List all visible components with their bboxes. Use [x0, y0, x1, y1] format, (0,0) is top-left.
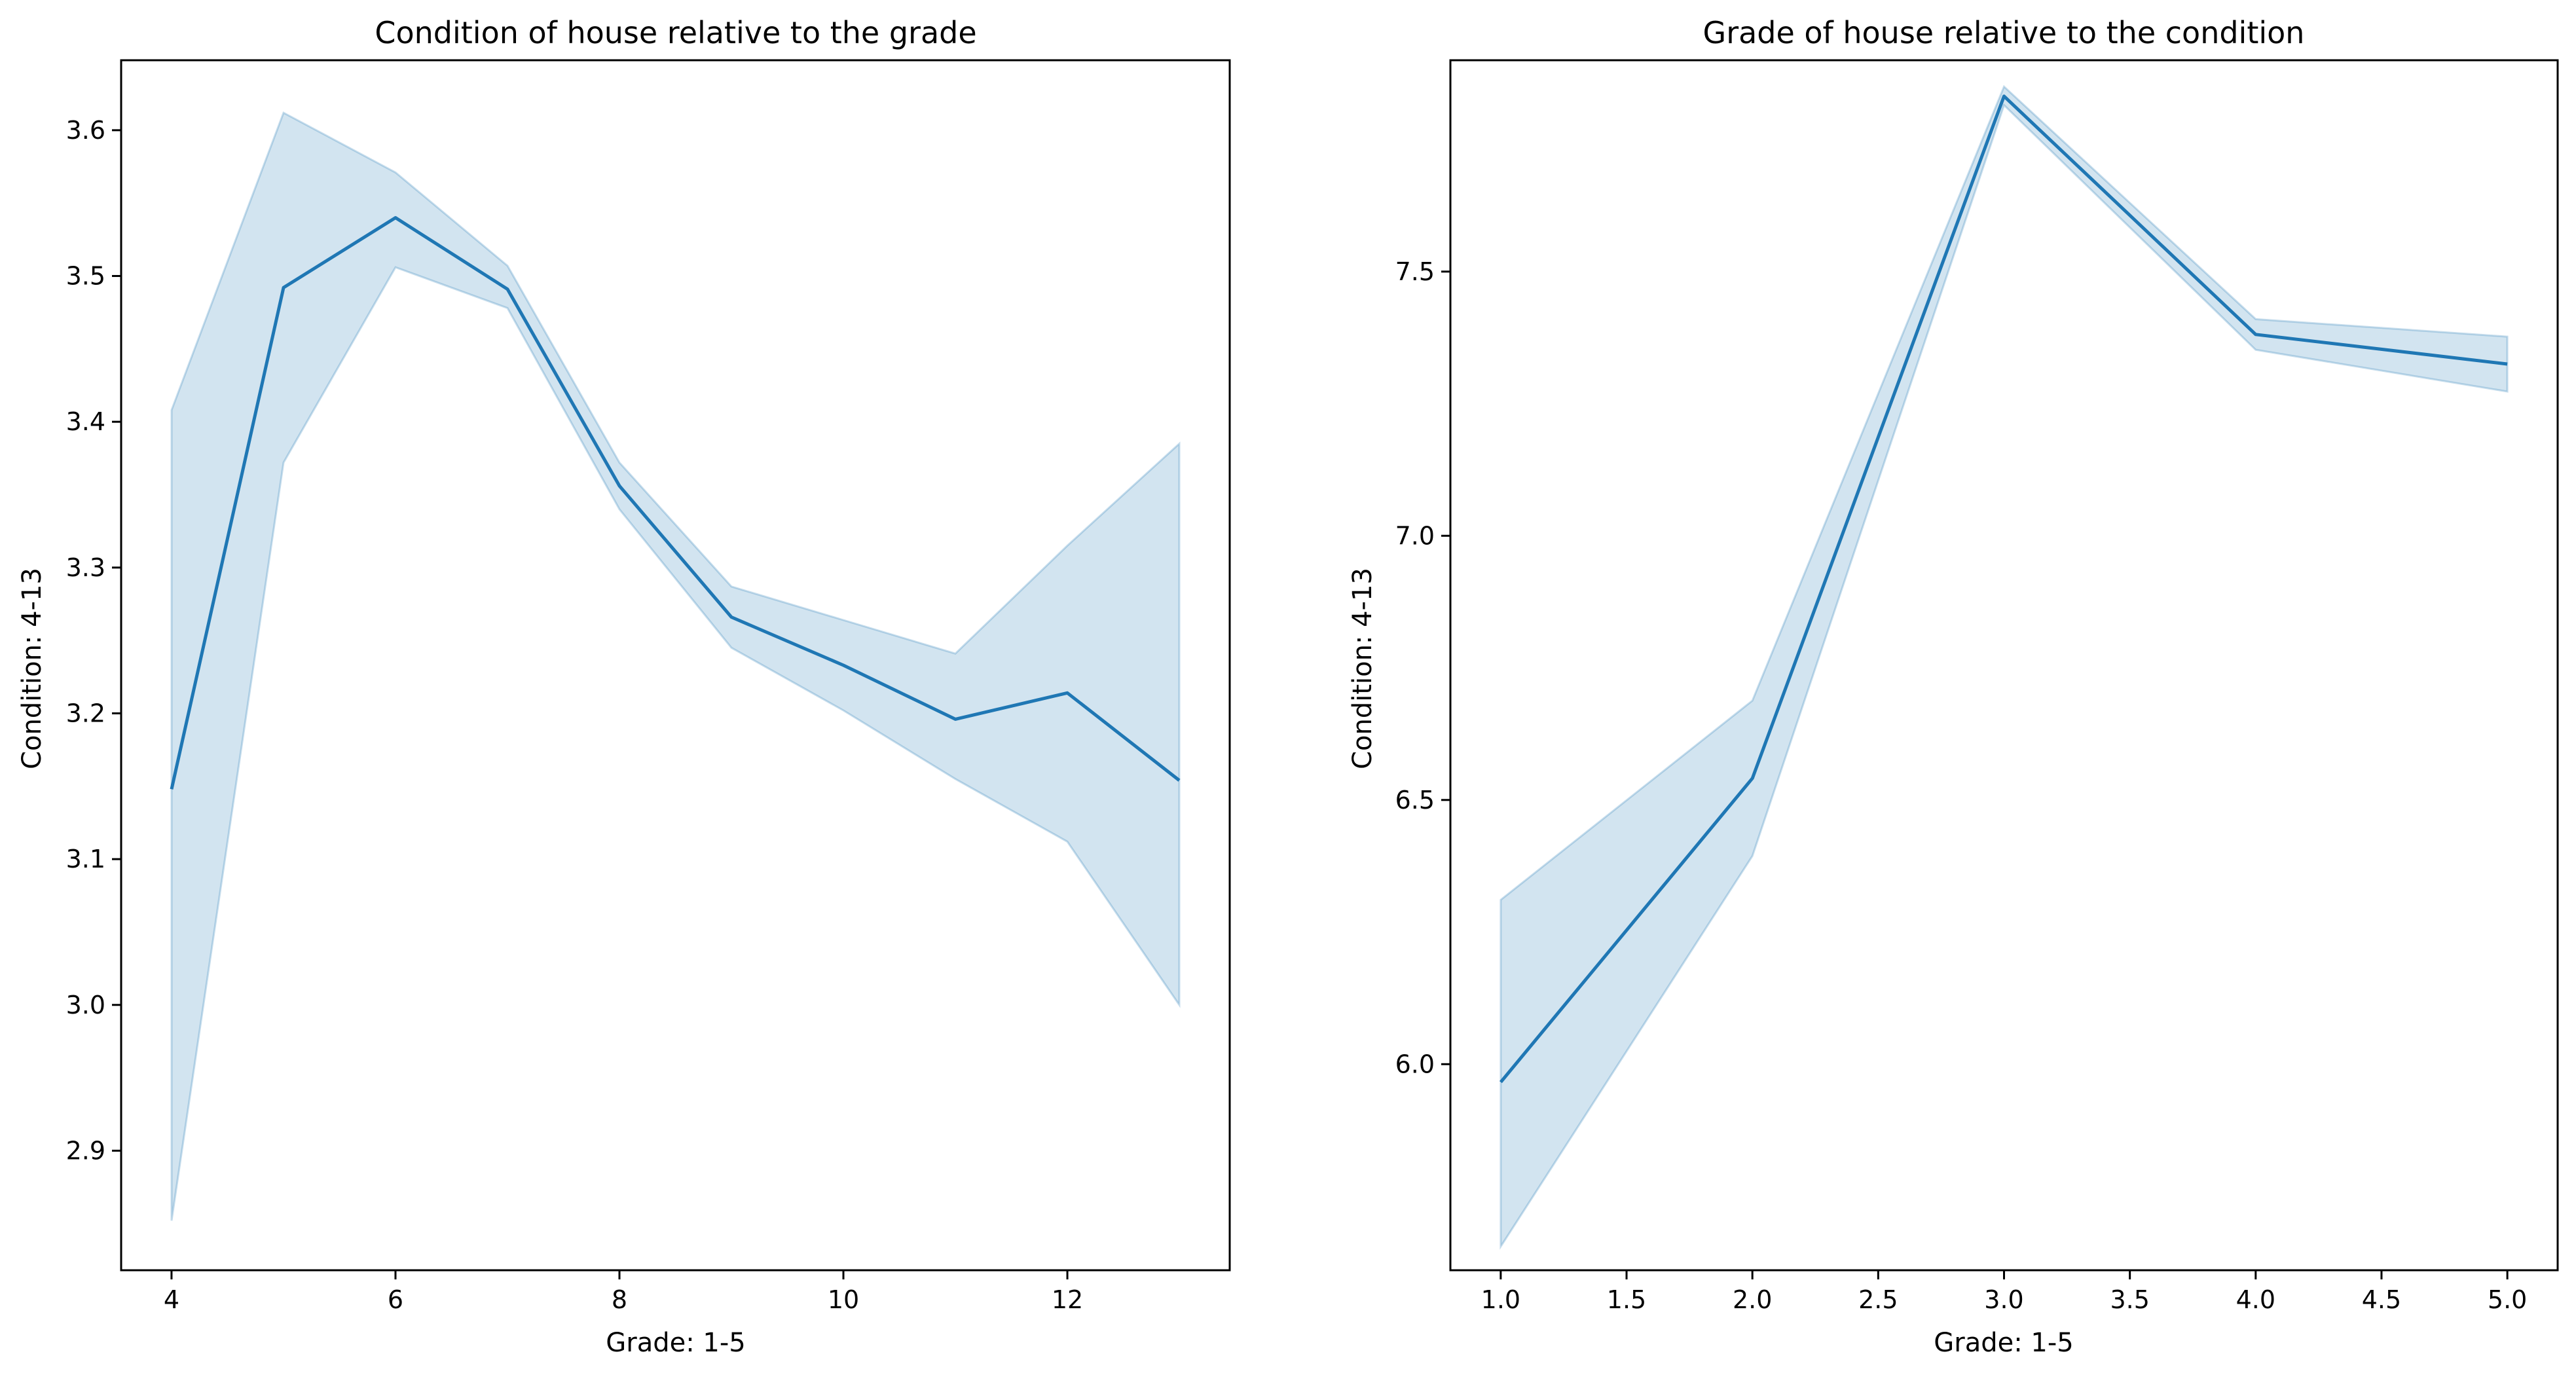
left-chart-y-tick-label: 2.9: [66, 1136, 105, 1165]
left-chart-data-point: [506, 287, 509, 291]
right-chart-data-point: [2254, 333, 2258, 337]
left-chart-x-tick-label: 10: [828, 1285, 859, 1314]
left-chart-data-point: [394, 216, 397, 220]
left-chart-data-point: [729, 615, 733, 619]
left-chart-y-tick-label: 3.2: [66, 699, 105, 727]
left-chart-data-point: [1177, 779, 1181, 782]
right-chart-x-tick-label: 2.5: [1858, 1285, 1898, 1314]
right-chart-data-point: [2505, 362, 2509, 366]
right-chart-data-point: [2002, 94, 2006, 98]
left-chart-data-point: [1065, 691, 1069, 695]
right-chart-y-tick-label: 6.5: [1395, 786, 1435, 815]
left-chart-x-axis-label: Grade: 1-5: [606, 1328, 745, 1358]
right-chart-x-tick-label: 3.5: [2110, 1285, 2149, 1314]
left-chart-y-axis-label: Condition: 4-13: [17, 568, 47, 769]
left-chart-series-line: [170, 216, 1181, 790]
right-chart-x-tick-label: 4.0: [2236, 1285, 2275, 1314]
right-chart-data-point: [1750, 777, 1754, 780]
left-chart-x-tick-label: 8: [612, 1285, 627, 1314]
left-chart-y-tick-label: 3.0: [66, 991, 105, 1019]
right-chart-x-tick-label: 2.0: [1733, 1285, 1772, 1314]
left-chart-data-point: [841, 663, 845, 667]
left-chart-y-tick-label: 3.3: [66, 553, 105, 582]
right-chart-x-axis-label: Grade: 1-5: [1934, 1328, 2073, 1358]
right-chart-x-tick-label: 4.5: [2362, 1285, 2401, 1314]
right-chart-y-tick-label: 7.5: [1395, 257, 1435, 286]
right-chart-y-axis-label: Condition: 4-13: [1348, 568, 1378, 769]
left-chart-axes-frame: [120, 59, 1231, 1272]
right-chart-title: Grade of house relative to the condition: [1703, 15, 2305, 50]
left-chart-data-point: [953, 717, 957, 721]
left-chart-title: Condition of house relative to the grade: [375, 15, 976, 50]
right-chart-plot-area: 1.0 1.5 2.0 2.5 3.0 3.5 4.0 4.5 5.0 6.0 6.5 7.0 7.5: [1395, 59, 2559, 1314]
right-chart-y-tick-label: 6.0: [1395, 1050, 1435, 1078]
left-chart-x-tick-label: 6: [388, 1285, 403, 1314]
left-chart-panel: Condition of house relative to the grade…: [17, 15, 1231, 1358]
left-chart-y-tick-label: 3.4: [66, 407, 105, 436]
right-chart-x-tick-label: 3.0: [1984, 1285, 2023, 1314]
right-chart-panel: Grade of house relative to the condition…: [1348, 15, 2559, 1358]
left-chart-data-point: [170, 787, 174, 791]
left-chart-data-point: [282, 285, 285, 289]
right-chart-series-line: [1499, 94, 2508, 1084]
left-chart-plot-area: 4 6 8 10 12 2.9 3.0 3.1 3.2 3.3 3.4 3.5 3.6: [66, 59, 1231, 1314]
right-chart-confidence-band: [1500, 84, 2509, 1250]
left-chart-y-tick-label: 3.5: [66, 262, 105, 291]
right-chart-data-point: [1499, 1080, 1503, 1084]
right-chart-x-tick-label: 1.5: [1607, 1285, 1646, 1314]
left-chart-confidence-band: [170, 111, 1181, 1221]
right-chart-y-tick-label: 7.0: [1395, 521, 1435, 550]
left-chart-x-tick-label: 12: [1052, 1285, 1083, 1314]
left-chart-y-tick-label: 3.6: [66, 116, 105, 145]
left-chart-y-tick-label: 3.1: [66, 845, 105, 873]
right-chart-x-tick-label: 5.0: [2488, 1285, 2527, 1314]
left-chart-x-tick-label: 4: [164, 1285, 179, 1314]
right-chart-x-tick-label: 1.0: [1481, 1285, 1520, 1314]
left-chart-data-point: [617, 484, 621, 488]
